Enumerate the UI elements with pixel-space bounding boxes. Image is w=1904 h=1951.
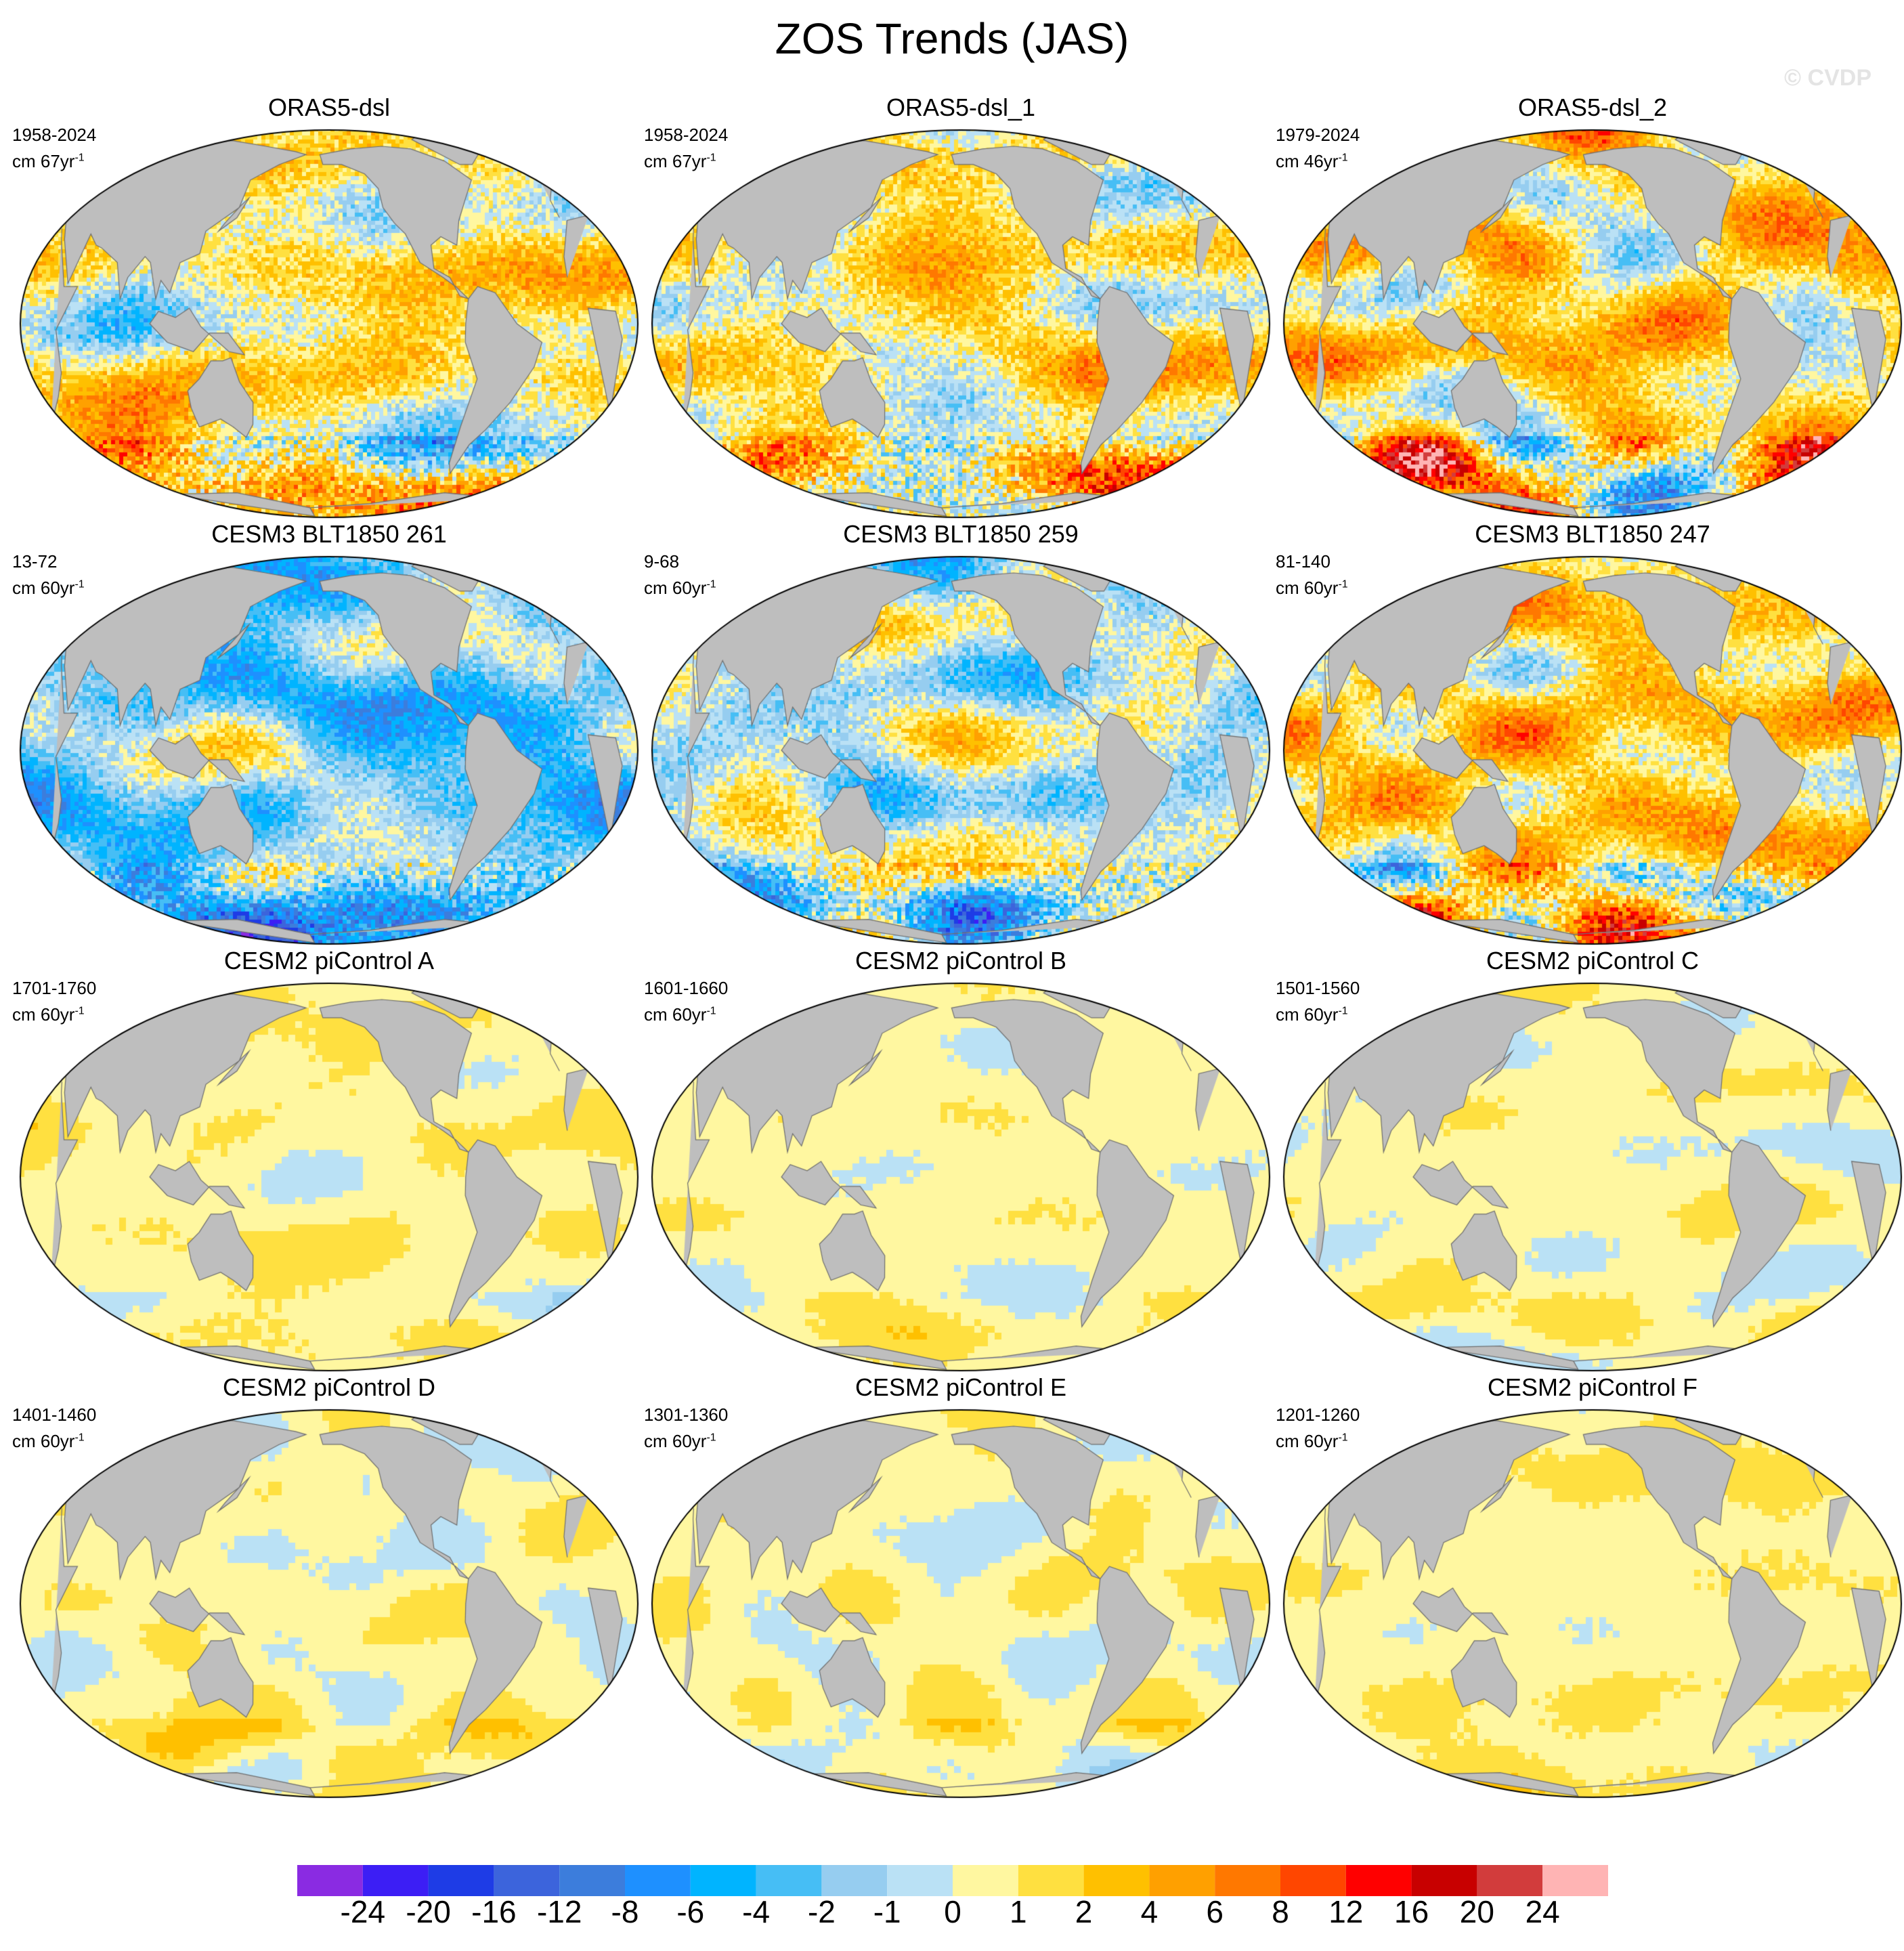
map-panel: CESM3 BLT1850 247 81-140 cm 60yr-1: [1276, 520, 1904, 953]
panel-title: ORAS5-dsl_2: [1517, 93, 1668, 121]
panel-title: CESM2 piControl E: [854, 1373, 1067, 1401]
trend-map: [1281, 981, 1904, 1373]
colorbar-label: -24: [340, 1894, 386, 1929]
colorbar-label: -20: [406, 1894, 451, 1929]
colorbar-box: [428, 1865, 494, 1896]
colorbar-box: [756, 1865, 822, 1896]
colorbar-label: 4: [1140, 1894, 1159, 1929]
trend-map: [18, 127, 641, 520]
trend-map: [18, 1407, 641, 1800]
colorbar-label: -4: [742, 1894, 771, 1929]
trend-map: [649, 554, 1272, 947]
colorbar-label: 6: [1206, 1894, 1224, 1929]
panel-title: ORAS5-dsl_1: [886, 93, 1036, 121]
colorbar-box: [1083, 1865, 1150, 1896]
colorbar-box: [887, 1865, 953, 1896]
map-panel: CESM2 piControl B 1601-1660 cm 60yr-1: [644, 947, 1278, 1380]
colorbar-box: [1280, 1865, 1346, 1896]
trend-map: [649, 127, 1272, 520]
colorbar-label: 0: [944, 1894, 961, 1929]
colorbar-box: [1477, 1865, 1543, 1896]
colorbar-label: 8: [1272, 1894, 1289, 1929]
colorbar-box: [821, 1865, 888, 1896]
colorbar-label: -16: [471, 1894, 517, 1929]
colorbar-box: [1018, 1865, 1084, 1896]
trend-map: [18, 981, 641, 1373]
map-panel: CESM2 piControl D 1401-1460 cm 60yr-1: [12, 1373, 646, 1807]
colorbar-box: [1345, 1865, 1412, 1896]
trend-map: [649, 1407, 1272, 1800]
colorbar-box: [362, 1865, 429, 1896]
colorbar-label: 20: [1459, 1894, 1494, 1929]
panel-title: CESM2 piControl D: [222, 1373, 436, 1401]
colorbar-label: 2: [1075, 1894, 1093, 1929]
map-panel: CESM3 BLT1850 259 9-68 cm 60yr-1: [644, 520, 1278, 953]
colorbar-label: 1: [1010, 1894, 1027, 1929]
colorbar-label: 12: [1328, 1894, 1364, 1929]
colorbar-box: [1542, 1865, 1608, 1896]
colorbar-box: [1149, 1865, 1215, 1896]
colorbar-box: [1215, 1865, 1280, 1896]
map-panel: CESM2 piControl A 1701-1760 cm 60yr-1: [12, 947, 646, 1380]
panel-title: CESM2 piControl C: [1486, 947, 1700, 974]
colorbar-box: [559, 1865, 625, 1896]
panel-title: CESM2 piControl A: [223, 947, 435, 974]
trend-map: [649, 981, 1272, 1373]
trend-map: [1281, 127, 1904, 520]
colorbar-box: [690, 1865, 756, 1896]
colorbar-label: 24: [1525, 1894, 1560, 1929]
figure-title: ZOS Trends (JAS): [775, 14, 1129, 63]
panel-title: CESM3 BLT1850 247: [1475, 520, 1710, 548]
panel-title: CESM2 piControl F: [1487, 1373, 1698, 1401]
colorbar-box: [297, 1865, 363, 1896]
colorbar-label: -2: [807, 1894, 836, 1929]
colorbar-label: -1: [873, 1894, 901, 1929]
colorbar-label: -12: [536, 1894, 582, 1929]
panel-title: ORAS5-dsl: [267, 93, 391, 121]
map-panel: CESM2 piControl C 1501-1560 cm 60yr-1: [1276, 947, 1904, 1380]
trend-map: [1281, 554, 1904, 947]
trend-map: [1281, 1407, 1904, 1800]
colorbar-label: -6: [676, 1894, 705, 1929]
colorbar-box: [1411, 1865, 1477, 1896]
colorbar-box: [625, 1865, 691, 1896]
map-panel: CESM3 BLT1850 261 13-72 cm 60yr-1: [12, 520, 646, 953]
cvdp-watermark: © CVDP: [1784, 65, 1871, 91]
colorbar-label: 16: [1394, 1894, 1429, 1929]
map-panel: CESM2 piControl F 1201-1260 cm 60yr-1: [1276, 1373, 1904, 1807]
map-panel: CESM2 piControl E 1301-1360 cm 60yr-1: [644, 1373, 1278, 1807]
panel-title: CESM3 BLT1850 261: [211, 520, 447, 548]
colorbar-label: -8: [611, 1894, 639, 1929]
panel-title: CESM3 BLT1850 259: [843, 520, 1079, 548]
colorbar-box: [953, 1865, 1018, 1896]
trend-map: [18, 554, 641, 947]
colorbar-box: [494, 1865, 560, 1896]
panel-title: CESM2 piControl B: [854, 947, 1067, 974]
colorbar: [297, 1865, 1608, 1896]
